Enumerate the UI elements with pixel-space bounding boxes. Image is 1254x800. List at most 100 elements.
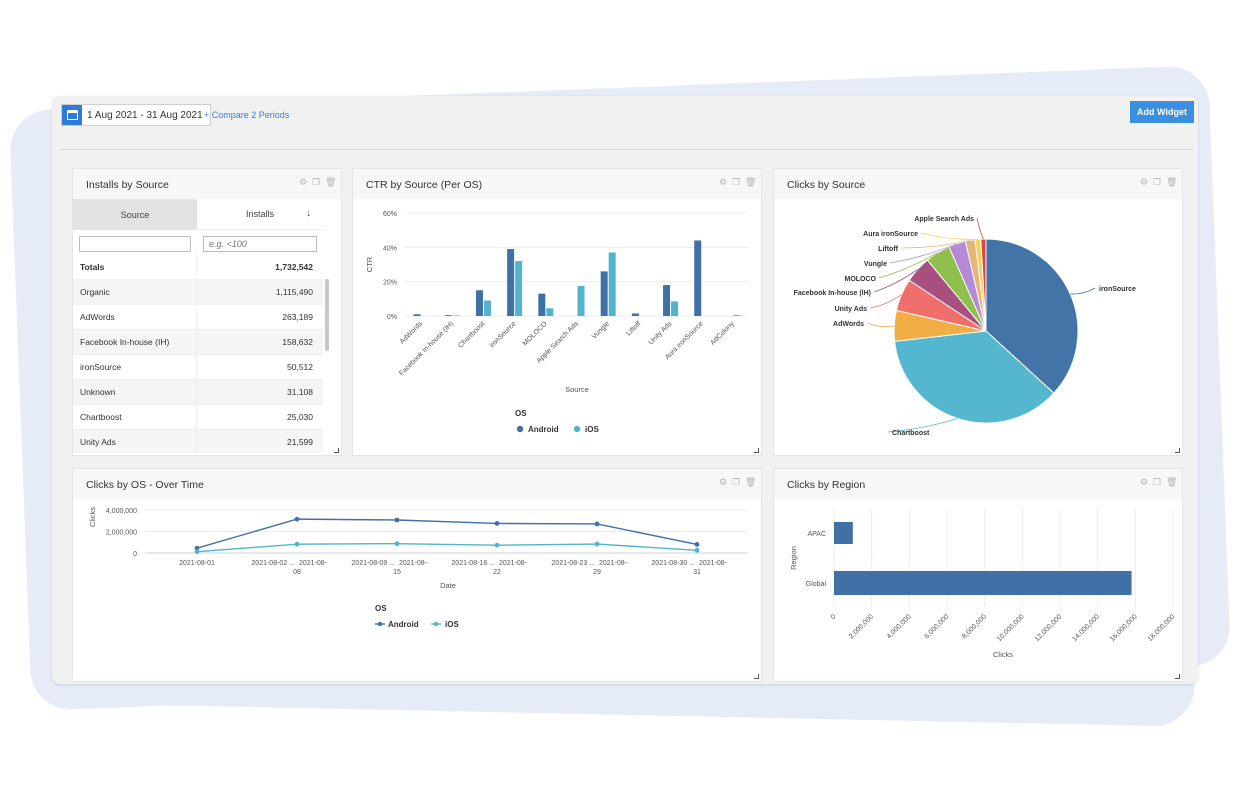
y-tick-label: 0 (133, 551, 137, 558)
resize-handle[interactable] (1175, 674, 1180, 679)
point-android (494, 521, 500, 526)
legend-ios-marker (433, 621, 439, 627)
date-range-text[interactable]: 1 Aug 2021 - 31 Aug 2021 (87, 109, 203, 121)
bar-ios (577, 285, 585, 316)
bar-android (631, 313, 639, 316)
pie-leader-line (889, 243, 958, 264)
x-tick-label: 2021-08-16 ... (451, 560, 495, 567)
table-row[interactable]: Unknown 31,108 (73, 380, 323, 405)
x-tick-label: 15 (393, 569, 401, 576)
x-tick-label: 6,000,000 (923, 613, 950, 640)
arrow-down-icon[interactable]: ↓ (306, 208, 311, 219)
x-tick-label: 12,000,000 (1034, 613, 1064, 643)
trash-icon[interactable]: 🗑 (1166, 177, 1178, 187)
x-tick-label: 0 (830, 613, 838, 621)
table-row[interactable]: Chartboost 25,030 (73, 405, 323, 430)
column-header-source[interactable]: Source (73, 199, 197, 230)
x-tick-label: 10,000,000 (996, 613, 1026, 643)
gear-icon[interactable]: ⚙ (299, 177, 308, 187)
widget-title: Clicks by Region (787, 479, 866, 491)
table-row[interactable]: Facebook In-house (IH) 158,632 (73, 330, 323, 355)
x-tick-label: MOLOCO (522, 320, 549, 347)
table-row[interactable]: Organic 1,115,490 (73, 280, 323, 305)
bar-ios (546, 308, 554, 316)
widget-header[interactable]: Installs by Source ⚙ ❐ 🗑 (73, 169, 341, 199)
column-header-installs[interactable]: Installs ↓ (197, 199, 323, 230)
row-installs: 50,512 (287, 362, 313, 372)
row-installs: 31,108 (287, 387, 313, 397)
x-tick-label: 2021-08-23 ... (551, 560, 595, 567)
table-row[interactable]: AdWords 263,189 (73, 305, 323, 330)
date-range-picker[interactable]: 1 Aug 2021 - 31 Aug 2021 (61, 104, 211, 126)
row-installs: 1,115,490 (275, 287, 313, 297)
x-tick-label: Liftoff (625, 320, 642, 337)
point-ios (394, 541, 400, 547)
compare-periods-link[interactable]: + Compare 2 Periods (204, 110, 290, 120)
bar-ios (452, 315, 460, 316)
gear-icon[interactable]: ⚙ (719, 477, 728, 487)
x-tick-label: 8,000,000 (961, 613, 988, 640)
line-ios (196, 542, 698, 553)
pie-label: ironSource (1099, 286, 1136, 293)
resize-handle[interactable] (754, 674, 759, 679)
y-tick-label: 2,000,000 (106, 530, 137, 537)
row-source: ironSource (73, 355, 197, 379)
trash-icon[interactable]: 🗑 (745, 177, 757, 187)
x-tick-label: 2021-08-02 ... (251, 560, 295, 567)
x-tick-label: 2021-08- (599, 560, 628, 567)
legend-android-label: Android (528, 425, 559, 434)
resize-handle[interactable] (334, 448, 339, 453)
widget-header[interactable]: Clicks by Source ⚙ ❐ 🗑 (774, 169, 1182, 199)
calendar-icon[interactable] (62, 105, 82, 125)
filter-row (73, 230, 323, 255)
source-filter-input[interactable] (79, 235, 191, 252)
widget-header[interactable]: CTR by Source (Per OS) ⚙ ❐ 🗑 (353, 169, 761, 199)
widget-actions: ⚙ ❐ 🗑 (299, 177, 337, 187)
row-installs: 263,189 (282, 312, 313, 322)
table-row[interactable]: ironSource 50,512 (73, 355, 323, 380)
row-installs: 21,599 (287, 437, 313, 447)
copy-icon[interactable]: ❐ (1153, 477, 1162, 487)
resize-handle[interactable] (1175, 448, 1180, 453)
clicks-by-os-over-time-widget: Clicks by OS - Over Time ⚙ ❐ 🗑 0 2,000,00… (72, 468, 762, 682)
widget-header[interactable]: Clicks by OS - Over Time ⚙ ❐ 🗑 (73, 469, 761, 499)
legend-ios-label: iOS (445, 620, 459, 629)
copy-icon[interactable]: ❐ (1153, 177, 1162, 187)
legend-android-label: Android (388, 620, 419, 629)
y-axis-label: Clicks (88, 507, 97, 527)
gear-icon[interactable]: ⚙ (719, 177, 728, 187)
x-tick-label: 2021-08-30 ... (651, 560, 695, 567)
x-tick-label: Unity Ads (648, 320, 674, 346)
installs-by-source-widget: Installs by Source ⚙ ❐ 🗑 Source Installs… (72, 168, 342, 456)
trash-icon[interactable]: 🗑 (325, 177, 337, 187)
copy-icon[interactable]: ❐ (732, 177, 741, 187)
copy-icon[interactable]: ❐ (312, 177, 321, 187)
x-tick-label: 08 (293, 569, 301, 576)
bar-android (663, 285, 671, 316)
legend-android-marker (377, 621, 383, 627)
widget-header[interactable]: Clicks by Region ⚙ ❐ 🗑 (774, 469, 1182, 499)
legend-ios-marker (573, 425, 581, 433)
x-tick-label: 4,000,000 (886, 613, 913, 640)
trash-icon[interactable]: 🗑 (745, 477, 757, 487)
clicks-by-source-widget: Clicks by Source ⚙ ❐ 🗑 ironSource Chartbo… (773, 168, 1183, 456)
widget-title: CTR by Source (Per OS) (366, 179, 483, 191)
table-row[interactable]: Unity Ads 21,599 (73, 430, 323, 453)
pie-leader-line (1070, 287, 1096, 295)
point-android (394, 517, 400, 523)
gear-icon[interactable]: ⚙ (1140, 177, 1149, 187)
copy-icon[interactable]: ❐ (732, 477, 741, 487)
trash-icon[interactable]: 🗑 (1166, 477, 1178, 487)
widget-title: Installs by Source (86, 179, 169, 191)
gear-icon[interactable]: ⚙ (1140, 477, 1149, 487)
installs-filter-input[interactable] (203, 235, 317, 252)
add-widget-button[interactable]: Add Widget (1130, 101, 1194, 123)
bar-android (413, 314, 421, 316)
widget-title: Clicks by OS - Over Time (86, 479, 204, 491)
column-header-installs-label: Installs (245, 209, 274, 219)
point-ios (694, 547, 700, 553)
resize-handle[interactable] (754, 448, 759, 453)
x-tick-label: 2021-08- (399, 560, 428, 567)
table-scrollbar[interactable] (325, 279, 329, 351)
bar-android (444, 315, 452, 316)
